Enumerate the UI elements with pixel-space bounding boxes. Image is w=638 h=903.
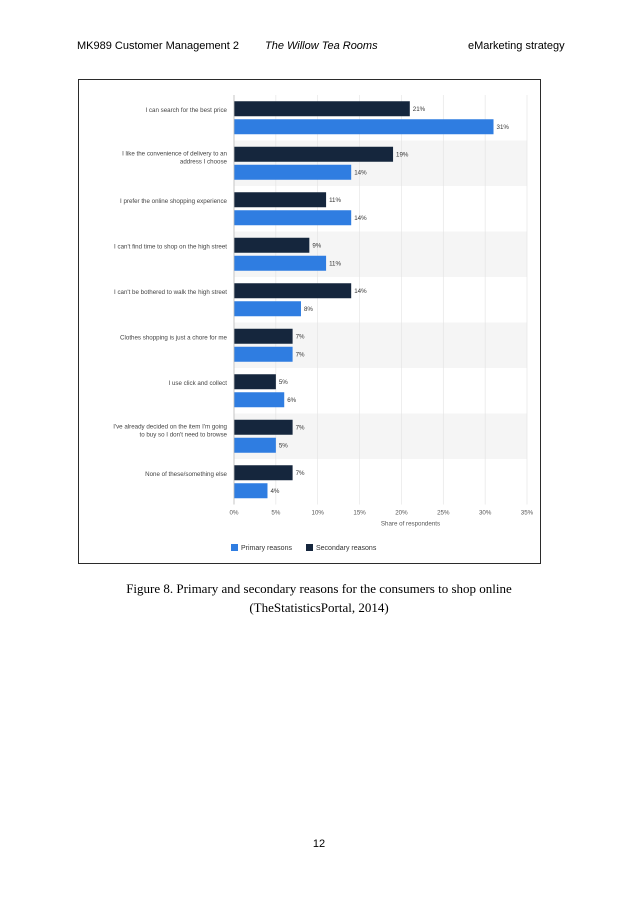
- bar-secondary: [234, 374, 276, 390]
- bar-secondary: [234, 419, 293, 435]
- caption-line-2: (TheStatisticsPortal, 2014): [249, 600, 389, 615]
- data-label-primary: 14%: [354, 169, 367, 176]
- category-label: I've already decided on the item I'm goi…: [113, 423, 227, 430]
- data-label-secondary: 7%: [296, 333, 305, 340]
- caption-line-1: Figure 8. Primary and secondary reasons …: [126, 581, 512, 596]
- category-label: I can't find time to shop on the high st…: [114, 243, 227, 250]
- legend-swatch: [231, 544, 238, 551]
- x-tick-label: 15%: [353, 510, 366, 517]
- category-label: to buy so I don't need to browse: [139, 431, 227, 438]
- x-tick-label: 20%: [395, 510, 408, 517]
- bar-primary: [234, 255, 327, 271]
- x-tick-label: 30%: [479, 510, 492, 517]
- x-tick-label: 35%: [521, 510, 534, 517]
- bar-primary: [234, 210, 352, 226]
- data-label-primary: 31%: [497, 124, 510, 131]
- bar-primary: [234, 346, 293, 362]
- data-label-secondary: 5%: [279, 379, 288, 386]
- data-label-primary: 6%: [287, 397, 296, 404]
- x-tick-label: 25%: [437, 510, 450, 517]
- bar-secondary: [234, 283, 352, 299]
- bar-secondary: [234, 465, 293, 481]
- category-label: Clothes shopping is just a chore for me: [120, 334, 228, 341]
- category-label: I can search for the best price: [145, 107, 227, 114]
- bar-secondary: [234, 237, 310, 253]
- data-label-secondary: 7%: [296, 470, 305, 477]
- bar-secondary: [234, 192, 327, 208]
- page-header: MK989 Customer Management 2 The Willow T…: [0, 40, 638, 56]
- data-label-primary: 8%: [304, 306, 313, 313]
- data-label-secondary: 11%: [329, 197, 341, 204]
- category-label: I prefer the online shopping experience: [120, 198, 228, 205]
- category-label: I like the convenience of delivery to an: [122, 150, 227, 157]
- data-label-secondary: 7%: [296, 424, 305, 431]
- legend-swatch: [306, 544, 313, 551]
- data-label-primary: 5%: [279, 442, 288, 449]
- page-number: 12: [312, 838, 326, 850]
- data-label-primary: 11%: [329, 260, 341, 267]
- bar-primary: [234, 164, 352, 180]
- chart-frame: 0% 5% 10% 15% 20% 25% 30% 35% Share of responden…: [78, 79, 541, 564]
- category-label: I use click and collect: [169, 380, 228, 387]
- data-label-primary: 14%: [354, 215, 367, 222]
- bar-chart: 0% 5% 10% 15% 20% 25% 30% 35% Share of responden…: [113, 95, 534, 552]
- x-tick-label: 0%: [230, 510, 239, 517]
- figure-caption: Figure 8. Primary and secondary reasons …: [60, 579, 578, 617]
- x-tick-label: 5%: [271, 510, 280, 517]
- legend-label: Secondary reasons: [316, 545, 377, 552]
- bar-primary: [234, 119, 494, 135]
- data-label-secondary: 21%: [413, 106, 426, 113]
- category-label: None of these/something else: [145, 471, 227, 478]
- bar-primary: [234, 392, 285, 408]
- bar-primary: [234, 301, 301, 317]
- data-label-secondary: 14%: [354, 288, 367, 295]
- header-business-name: The Willow Tea Rooms: [265, 40, 378, 52]
- bar-secondary: [234, 328, 293, 344]
- header-course-title: MK989 Customer Management 2: [77, 40, 240, 52]
- data-label-primary: 7%: [296, 351, 305, 358]
- x-axis-title: Share of respondents: [381, 521, 440, 528]
- bar-secondary: [234, 101, 410, 117]
- data-label-primary: 4%: [270, 488, 279, 495]
- bar-primary: [234, 437, 276, 453]
- bar-secondary: [234, 146, 394, 162]
- category-label: address I choose: [180, 158, 228, 165]
- x-tick-label: 10%: [312, 510, 325, 517]
- data-label-secondary: 9%: [312, 242, 321, 249]
- bar-primary: [234, 483, 268, 499]
- data-label-secondary: 19%: [396, 151, 409, 158]
- category-label: I can't be bothered to walk the high str…: [114, 289, 227, 296]
- legend-label: Primary reasons: [241, 545, 292, 552]
- header-section-title: eMarketing strategy: [468, 40, 565, 52]
